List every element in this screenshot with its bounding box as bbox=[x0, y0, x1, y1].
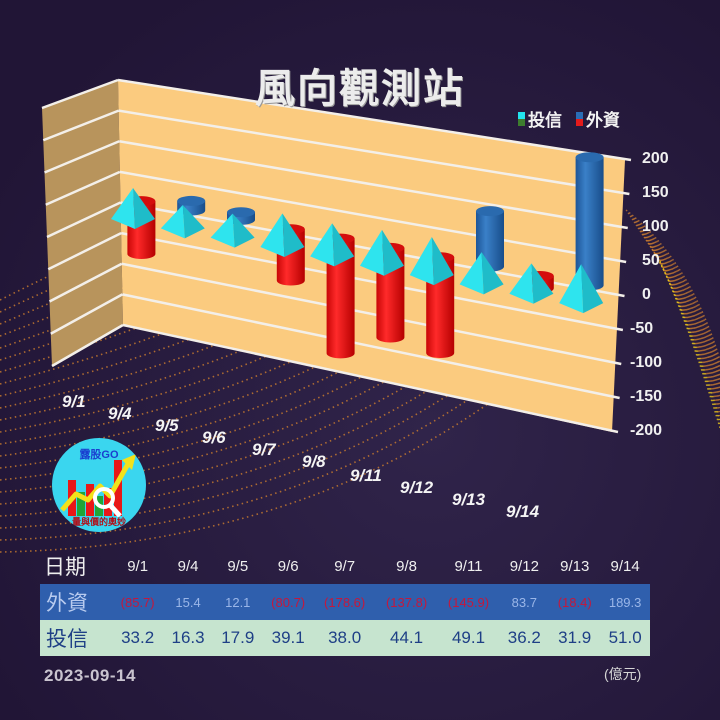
table-cell-trust: 39.1 bbox=[271, 628, 305, 647]
table-cell-trust: 44.1 bbox=[390, 628, 424, 647]
trust-pyramid-bar bbox=[160, 204, 205, 239]
logo: 露股GO 量與價的奧妙 bbox=[52, 438, 146, 532]
table-date-cell: 9/8 bbox=[396, 557, 417, 575]
table-header-row: 日期 9/1 9/4 9/5 9/6 9/7 9/8 9/11 9/12 9/13 9/14 bbox=[40, 548, 650, 584]
x-tick-label: 9/1 bbox=[62, 392, 86, 411]
table-date-cell: 9/7 bbox=[334, 557, 356, 575]
trust-pyramid-bar bbox=[409, 236, 454, 286]
logo-tagline: 量與價的奧妙 bbox=[71, 517, 126, 527]
legend-swatch-trust-icon bbox=[518, 111, 525, 126]
y-tick-label: 150 bbox=[642, 184, 669, 201]
table-date-cell: 9/1 bbox=[127, 557, 149, 575]
table-date-cell: 9/4 bbox=[177, 557, 199, 575]
x-tick-label: 9/8 bbox=[302, 452, 326, 471]
x-tick-label: 9/14 bbox=[506, 502, 540, 521]
table-cell-foreign: (18.4) bbox=[557, 594, 592, 610]
table-row-label-foreign: 外資 bbox=[46, 592, 88, 615]
x-tick-label: 9/5 bbox=[155, 416, 179, 435]
y-tick-label: -50 bbox=[630, 320, 654, 337]
table-cell-foreign: (85.7) bbox=[120, 594, 155, 610]
chart-title: 風向觀測站 bbox=[255, 66, 465, 112]
y-tick-label: -200 bbox=[630, 422, 663, 439]
x-tick-label: 9/6 bbox=[202, 428, 226, 447]
trust-pyramid-bar bbox=[210, 213, 255, 248]
x-tick-label: 9/12 bbox=[400, 478, 434, 497]
table-cell-trust: 33.2 bbox=[121, 628, 155, 647]
table-cell-foreign: (178.6) bbox=[324, 594, 366, 610]
y-tick-label: 50 bbox=[642, 252, 660, 269]
table-cell-foreign: (137.8) bbox=[385, 594, 428, 610]
table-date-cell: 9/12 bbox=[509, 557, 539, 575]
y-tick-label: 100 bbox=[642, 218, 669, 235]
legend-item-foreign: 外資 bbox=[576, 106, 620, 131]
logo-brand: 露股GO bbox=[79, 449, 119, 461]
table-cell-trust: 49.1 bbox=[451, 628, 486, 647]
trust-pyramid-bar bbox=[110, 188, 155, 229]
y-tick-label: -100 bbox=[630, 354, 663, 371]
x-tick-label: 9/13 bbox=[452, 490, 486, 509]
bars-group bbox=[110, 152, 604, 359]
table-cell-foreign: (145.9) bbox=[447, 594, 490, 610]
table-cell-foreign: 15.4 bbox=[175, 594, 201, 610]
unit-label: (億元) bbox=[604, 666, 642, 682]
left-side-wall bbox=[42, 80, 123, 366]
trust-pyramid-bar bbox=[559, 264, 604, 314]
legend-item-trust: 投信 bbox=[518, 106, 562, 131]
legend-label-foreign: 外資 bbox=[586, 111, 620, 131]
table-cell-trust: 16.3 bbox=[171, 628, 205, 647]
table-date-cell: 9/11 bbox=[454, 557, 483, 575]
x-tick-label: 9/4 bbox=[108, 404, 132, 423]
table-cell-foreign: (80.7) bbox=[271, 594, 306, 610]
x-tick-label: 9/11 bbox=[350, 466, 382, 485]
table-date-cell: 9/6 bbox=[277, 557, 299, 575]
y-tick-label: 200 bbox=[642, 150, 669, 167]
right-dotted-curves bbox=[625, 209, 720, 429]
trust-pyramid-bar bbox=[459, 252, 504, 295]
chart-trend-icon bbox=[60, 454, 136, 518]
table-date-cell: 9/14 bbox=[610, 557, 640, 575]
y-tick-label: -150 bbox=[630, 388, 663, 405]
table-cell-trust: 31.9 bbox=[558, 628, 592, 647]
table-date-cell: 9/13 bbox=[560, 557, 590, 575]
table-cell-foreign: 12.1 bbox=[225, 594, 251, 610]
data-table: 日期 9/1 9/4 9/5 9/6 9/7 9/8 9/11 9/12 9/13 9/14 外資… bbox=[40, 548, 650, 656]
table-cell-trust: 51.0 bbox=[608, 628, 642, 647]
legend-swatch-foreign-icon bbox=[576, 111, 583, 126]
table-cell-foreign: 189.3 bbox=[608, 594, 642, 610]
table-cell-trust: 38.0 bbox=[328, 628, 362, 647]
foreign-cylinder-bar bbox=[575, 152, 604, 291]
legend: 投信 外資 bbox=[518, 106, 628, 131]
table-row-foreign: 外資 (85.7) 15.4 12.1 (80.7) (178.6) (137.8) (14… bbox=[40, 584, 650, 620]
trust-pyramid-bar bbox=[359, 229, 404, 276]
y-tick-label: 0 bbox=[642, 286, 651, 303]
trust-pyramid-bar bbox=[310, 223, 355, 267]
table-row-label-trust: 投信 bbox=[46, 628, 88, 651]
table-row-trust: 投信 33.2 16.3 17.9 39.1 38.0 44.1 49.1 36.2 31.9 5… bbox=[40, 620, 650, 656]
table-cell-foreign: 83.7 bbox=[511, 594, 537, 610]
report-date: 2023-09-14 bbox=[44, 666, 136, 685]
x-tick-label: 9/7 bbox=[252, 440, 276, 459]
legend-label-trust: 投信 bbox=[528, 111, 562, 131]
table-header-label: 日期 bbox=[44, 556, 86, 579]
table-date-cell: 9/5 bbox=[227, 557, 249, 575]
trust-pyramid-bar bbox=[509, 263, 554, 304]
table-cell-trust: 36.2 bbox=[507, 628, 541, 647]
trust-pyramid-bar bbox=[260, 213, 305, 258]
table-cell-trust: 17.9 bbox=[221, 628, 255, 647]
